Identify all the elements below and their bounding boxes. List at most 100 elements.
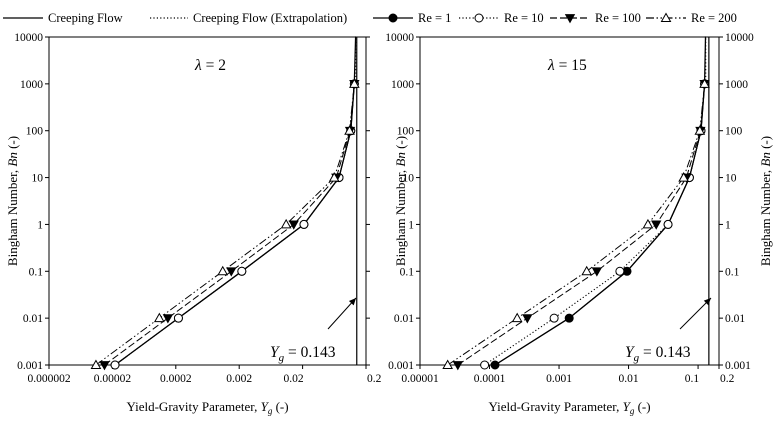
series-re-200 [90,78,360,369]
lambda-annotation: λ = 15 [547,57,587,74]
data-point-re-200 [344,125,355,135]
y-tick-label-right: 0.001 [725,360,751,372]
data-point-re-200 [348,78,360,88]
legend-item-re-200: Re = 200 [646,11,737,25]
series-re-100 [99,79,360,371]
legend: Creeping Flow Creeping Flow (Extrapolatio… [3,11,737,25]
y-tick-label: 0.001 [17,360,43,372]
data-point-re-200 [699,78,710,88]
y-tick-label: 0.001 [388,360,414,372]
x-tick-label: 0.00002 [94,373,132,385]
plot-frame [48,36,367,366]
data-point-re-10 [549,313,559,323]
data-point-re-1 [564,313,574,323]
data-point-re-10 [299,219,309,229]
data-point-re-200 [217,265,229,276]
series-re-10 [110,79,359,370]
legend-marker-re-1 [388,13,398,23]
y-axis-label: Bingham Number, Bn (-) [5,136,20,266]
y-tick-label: 100 [397,126,415,138]
data-point-re-10 [480,360,490,370]
panel-2: 0.001 0.001 0.01 0.01 0.1 0.1 1 1 10 10 100 100 1000… [385,32,773,416]
x-tick-label: 0.002 [226,373,252,385]
data-point-re-200 [642,218,654,229]
y-tick-label: 10000 [14,32,43,44]
asymptote-note: Yg = 0.143 [270,344,336,364]
legend-item-re-1: Re = 1 [373,11,451,25]
legend-marker-re-100 [564,14,576,24]
y-axis-label-right: Bingham Number, Bn (-) [393,136,408,266]
legend-label-re-100: Re = 100 [595,11,641,25]
y-tick-label-right: 10 [725,173,737,185]
x-axis-label: Yield-Gravity Parameter, Yg (-) [488,399,650,416]
series-line-re-1 [494,83,706,366]
chart-panels: 0.001 0.01 0.1 1 10 100 1000 10000 0.000002 0.000… [5,32,773,416]
x-tick-label: 0.2 [367,373,382,385]
x-tick-label: 0.1 [685,373,700,385]
data-point-re-100 [99,361,110,371]
data-point-re-200 [511,312,523,323]
series-line-re-100 [104,83,355,366]
series-line-re-10 [114,83,355,366]
y-tick-label: 1000 [391,79,414,91]
legend-item-creeping-flow: Creeping Flow [3,11,123,25]
x-tick-label: 0.2 [720,373,735,385]
legend-label-creeping-flow: Creeping Flow [48,11,123,25]
x-axis-label: Yield-Gravity Parameter, Yg (-) [126,399,288,416]
series-line-re-200 [95,83,355,366]
x-tick-label: 0.001 [546,373,572,385]
data-point-re-100 [162,314,174,324]
y-tick-label: 10000 [385,32,414,44]
x-tick-label: 0.01 [618,373,638,385]
x-tick-label: 0.000002 [27,373,70,385]
y-tick-label: 1 [37,219,43,231]
data-point-re-200 [280,218,292,229]
y-tick-label: 1000 [20,79,43,91]
lambda-annotation: λ = 2 [194,57,226,74]
legend-label-re-10: Re = 10 [504,11,544,25]
data-point-re-100 [651,220,662,230]
legend-marker-re-200 [660,12,672,22]
panel-1: 0.001 0.01 0.1 1 10 100 1000 10000 0.000002 0.000… [5,32,408,416]
legend-label-re-1: Re = 1 [418,11,451,25]
legend-item-creeping-flow-extrapolation: Creeping Flow (Extrapolation) [150,11,347,25]
data-point-re-200 [678,172,689,182]
series-line-re-1 [114,83,355,366]
y-tick-label-right: 1000 [725,79,748,91]
data-point-re-100 [288,220,299,230]
data-point-re-200 [581,265,593,276]
series-re-1 [490,79,710,370]
legend-item-re-100: Re = 100 [550,11,641,25]
data-point-re-200 [153,312,165,323]
legend-item-re-10: Re = 10 [459,11,544,25]
data-point-re-10 [173,313,183,323]
x-tick-label: 0.0002 [160,373,192,385]
data-point-re-200 [328,172,340,182]
y-tick-label: 100 [26,126,44,138]
data-point-re-10 [110,360,120,370]
annotation-arrowhead [348,298,356,306]
y-tick-label-right: 0.01 [725,313,745,325]
y-tick-label-right: 100 [725,126,743,138]
y-tick-label: 0.1 [29,266,44,278]
y-tick-label-right: 0.1 [725,266,740,278]
series-re-200 [442,78,710,369]
y-tick-label: 0.01 [23,313,43,325]
data-point-re-100 [226,267,237,277]
y-tick-label: 10 [32,173,44,185]
data-point-re-200 [694,125,706,135]
legend-label-re-200: Re = 200 [691,11,737,25]
data-point-re-100 [591,267,603,277]
x-tick-label: 0.0001 [474,373,506,385]
x-tick-label: 0.02 [283,373,303,385]
data-point-re-200 [90,359,102,369]
data-point-re-100 [522,314,533,324]
x-tick-label: 0.00001 [401,373,439,385]
series-re-1 [110,79,359,370]
data-point-re-10 [663,219,673,229]
y-tick-label: 10 [403,173,415,185]
series-creeping-flow [114,36,357,366]
series-line-creeping-flow [114,36,357,366]
data-point-re-10 [615,266,625,276]
legend-marker-re-10 [474,13,484,23]
